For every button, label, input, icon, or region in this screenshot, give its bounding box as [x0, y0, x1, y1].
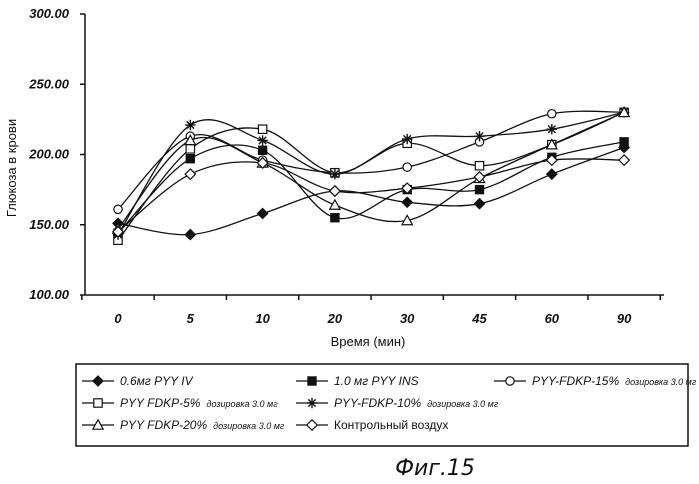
legend-marker — [308, 377, 316, 385]
y-tick-label: 150.00 — [29, 217, 70, 232]
data-point — [185, 229, 195, 239]
data-point — [403, 163, 411, 171]
data-point — [186, 155, 194, 163]
legend-item: 0.6мг PYY IV — [82, 374, 194, 388]
x-axis-label: Время (мин) — [331, 334, 406, 349]
legend-marker — [506, 377, 514, 385]
legend-label: PYY FDKP-20%дозировка 3.0 мг — [120, 418, 285, 432]
legend-label: 0.6мг PYY IV — [120, 374, 194, 388]
data-point — [330, 169, 340, 179]
x-tick-label: 10 — [255, 311, 270, 326]
data-point — [257, 208, 267, 218]
legend-marker — [307, 420, 317, 430]
legend-item: PYY-FDKP-15%дозировка 3.0 мг — [494, 374, 697, 388]
data-point — [547, 169, 557, 179]
data-point — [258, 146, 266, 154]
legend-label: Контрольный воздух — [334, 418, 448, 432]
y-axis-label: Глюкоза в крови — [4, 119, 19, 217]
data-point — [186, 145, 194, 153]
y-tick-label: 250.00 — [28, 76, 70, 91]
legend-marker — [93, 376, 103, 386]
data-point — [114, 205, 122, 213]
data-point — [185, 169, 195, 179]
x-tick-label: 90 — [617, 311, 632, 326]
legend-label: PYY-FDKP-15%дозировка 3.0 мг — [532, 374, 697, 388]
x-tick-label: 5 — [187, 311, 195, 326]
legend-item: PYY FDKP-5%дозировка 3.0 мг — [82, 396, 278, 410]
data-point — [475, 162, 483, 170]
x-tick-label: 45 — [471, 311, 487, 326]
data-point — [185, 120, 195, 130]
legend-item: Контрольный воздух — [296, 418, 448, 432]
legend-item: PYY FDKP-20%дозировка 3.0 мг — [82, 418, 285, 432]
data-point — [548, 110, 556, 118]
x-axis: 0 5 10 20 30 45 60 90 — [82, 295, 664, 326]
figure-caption: Фиг.15 — [395, 456, 475, 481]
data-point — [620, 138, 628, 146]
x-tick-label: 20 — [327, 311, 343, 326]
data-point — [547, 124, 557, 134]
series-layer — [113, 107, 630, 244]
data-point — [258, 125, 266, 133]
series-7 — [113, 155, 630, 237]
y-tick-label: 200.00 — [28, 147, 70, 162]
data-point — [619, 155, 629, 165]
legend-marker — [94, 399, 102, 407]
y-tick-label: 100.00 — [29, 287, 70, 302]
data-point — [474, 198, 484, 208]
y-axis: 300.00 250.00 200.00 150.00 100.00 — [28, 6, 85, 302]
data-point — [474, 131, 484, 141]
legend-marker — [307, 398, 317, 408]
y-tick-label: 300.00 — [29, 6, 70, 21]
data-point — [331, 214, 339, 222]
x-tick-label: 0 — [114, 311, 122, 326]
x-tick-label: 60 — [545, 311, 560, 326]
data-point — [330, 200, 340, 209]
data-point — [402, 197, 412, 207]
data-point — [402, 134, 412, 144]
legend-label: PYY FDKP-5%дозировка 3.0 мг — [120, 396, 278, 410]
legend-label: PYY-FDKP-10%дозировка 3.0 мг — [334, 396, 499, 410]
data-point — [475, 185, 483, 193]
data-point — [257, 135, 267, 145]
legend-item: PYY-FDKP-10%дозировка 3.0 мг — [296, 396, 499, 410]
data-point — [330, 186, 340, 196]
legend-item: 1.0 мг PYY INS — [296, 374, 419, 388]
legend: 0.6мг PYY IV 1.0 мг PYY INS PYY-FDKP-15%до… — [82, 374, 697, 432]
x-tick-label: 30 — [400, 311, 415, 326]
legend-label: 1.0 мг PYY INS — [334, 374, 419, 388]
